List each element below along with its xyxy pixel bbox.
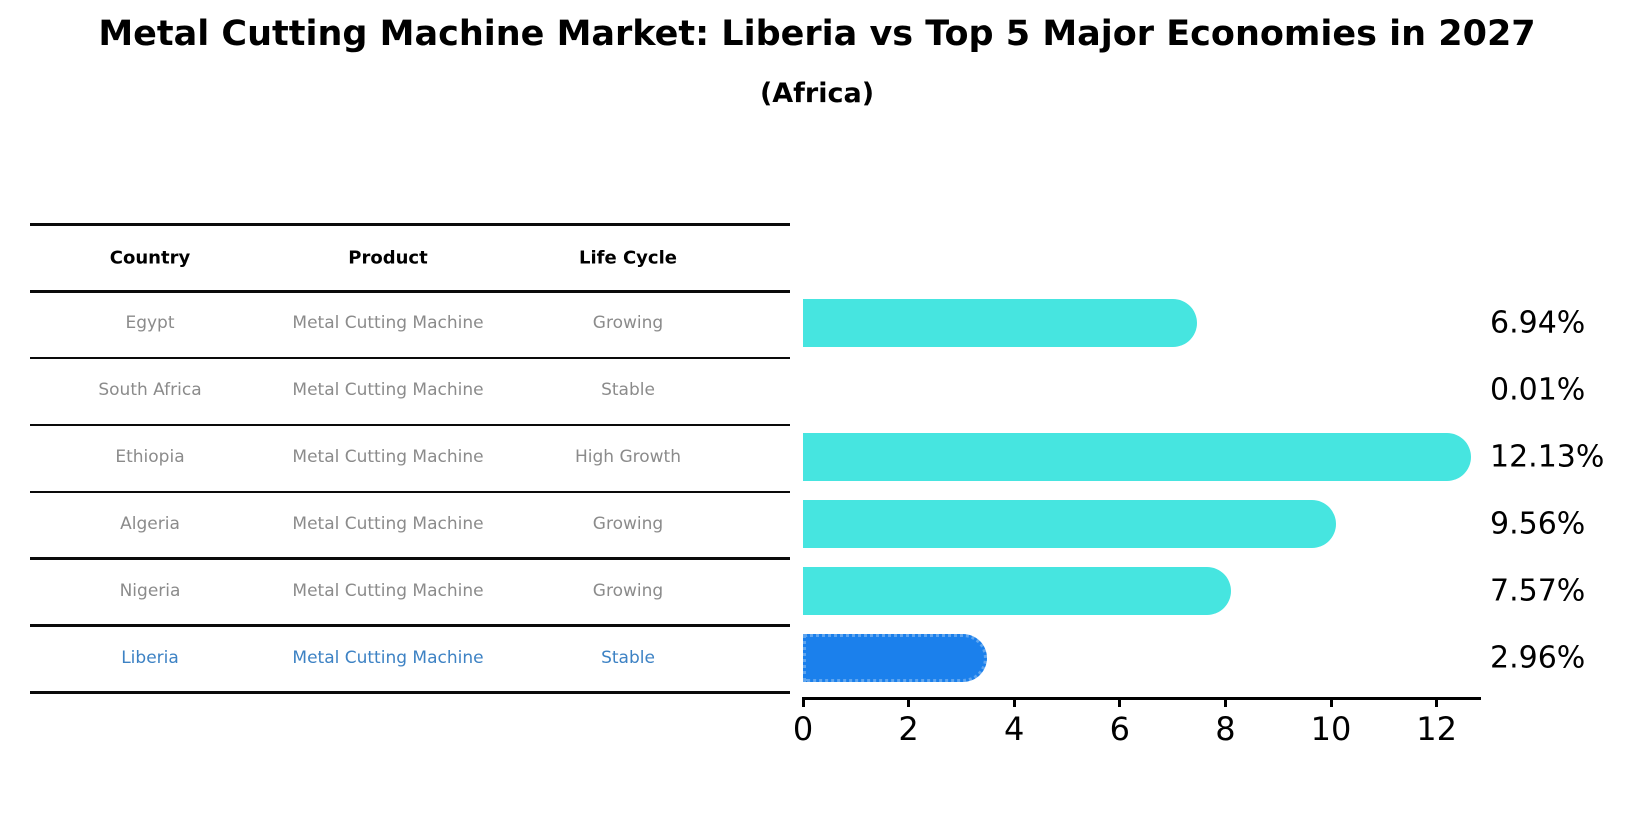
table-cell-country: Egypt [125,313,175,334]
chart-subtitle: (Africa) [759,78,875,109]
bar-value-label: 2.96% [1490,640,1586,676]
x-tick-label: 2 [898,710,919,748]
x-tick [1012,697,1016,707]
bar-value-label: 6.94% [1490,305,1586,341]
table-header-cell: Life Cycle [579,247,677,268]
x-tick [801,697,805,707]
table-row-line [30,624,790,627]
table-cell-country: Nigeria [119,580,181,601]
table-cell-country: South Africa [98,380,202,401]
table-top-line [30,223,790,226]
table-cell-country: Algeria [120,513,180,534]
x-axis-line [803,697,1481,700]
x-tick [1329,697,1333,707]
table-header-line [30,290,790,293]
table-row-line [30,490,790,493]
table-cell-life-cycle: High Growth [574,447,682,468]
table-cell-life-cycle: Growing [592,313,664,334]
bar [803,433,1472,482]
x-tick [907,697,911,707]
table-header-cell: Country [109,247,191,268]
table-row-line [30,691,790,694]
bar [803,566,1231,615]
table-cell-product: Metal Cutting Machine [292,513,484,534]
bar [803,499,1336,548]
table-row-line [30,356,790,360]
bar-value-label: 7.57% [1490,573,1586,609]
x-tick-label: 12 [1416,710,1457,748]
table-cell-life-cycle: Stable [601,380,655,401]
table-cell-product: Metal Cutting Machine [292,380,484,401]
table-cell-life-cycle: Stable [601,647,655,668]
table-cell-product: Metal Cutting Machine [292,647,484,668]
table-cell-country: Liberia [121,647,179,668]
bar-value-label: 12.13% [1490,439,1605,475]
x-tick-label: 10 [1310,710,1352,748]
x-tick [1223,697,1227,707]
table-cell-product: Metal Cutting Machine [292,313,484,334]
x-tick [1118,697,1122,707]
x-tick-label: 0 [792,710,814,748]
x-tick-label: 8 [1215,710,1236,748]
x-tick-label: 4 [1004,710,1025,748]
table-cell-product: Metal Cutting Machine [292,447,484,468]
table-row-line [30,557,790,560]
table-cell-country: Ethiopia [115,447,185,468]
chart-title: Metal Cutting Machine Market: Liberia vs… [98,14,1536,54]
bar [803,299,1198,348]
table-header-cell: Product [348,247,428,268]
table-cell-product: Metal Cutting Machine [292,580,484,601]
x-tick-label: 6 [1109,710,1130,748]
bar-highlight [803,633,988,682]
table-row-line [30,423,790,427]
bar-value-label: 0.01% [1490,372,1586,408]
table-cell-life-cycle: Growing [592,513,664,534]
bar-value-label: 9.56% [1490,506,1586,542]
table-cell-life-cycle: Growing [592,580,664,601]
x-tick [1435,697,1439,707]
